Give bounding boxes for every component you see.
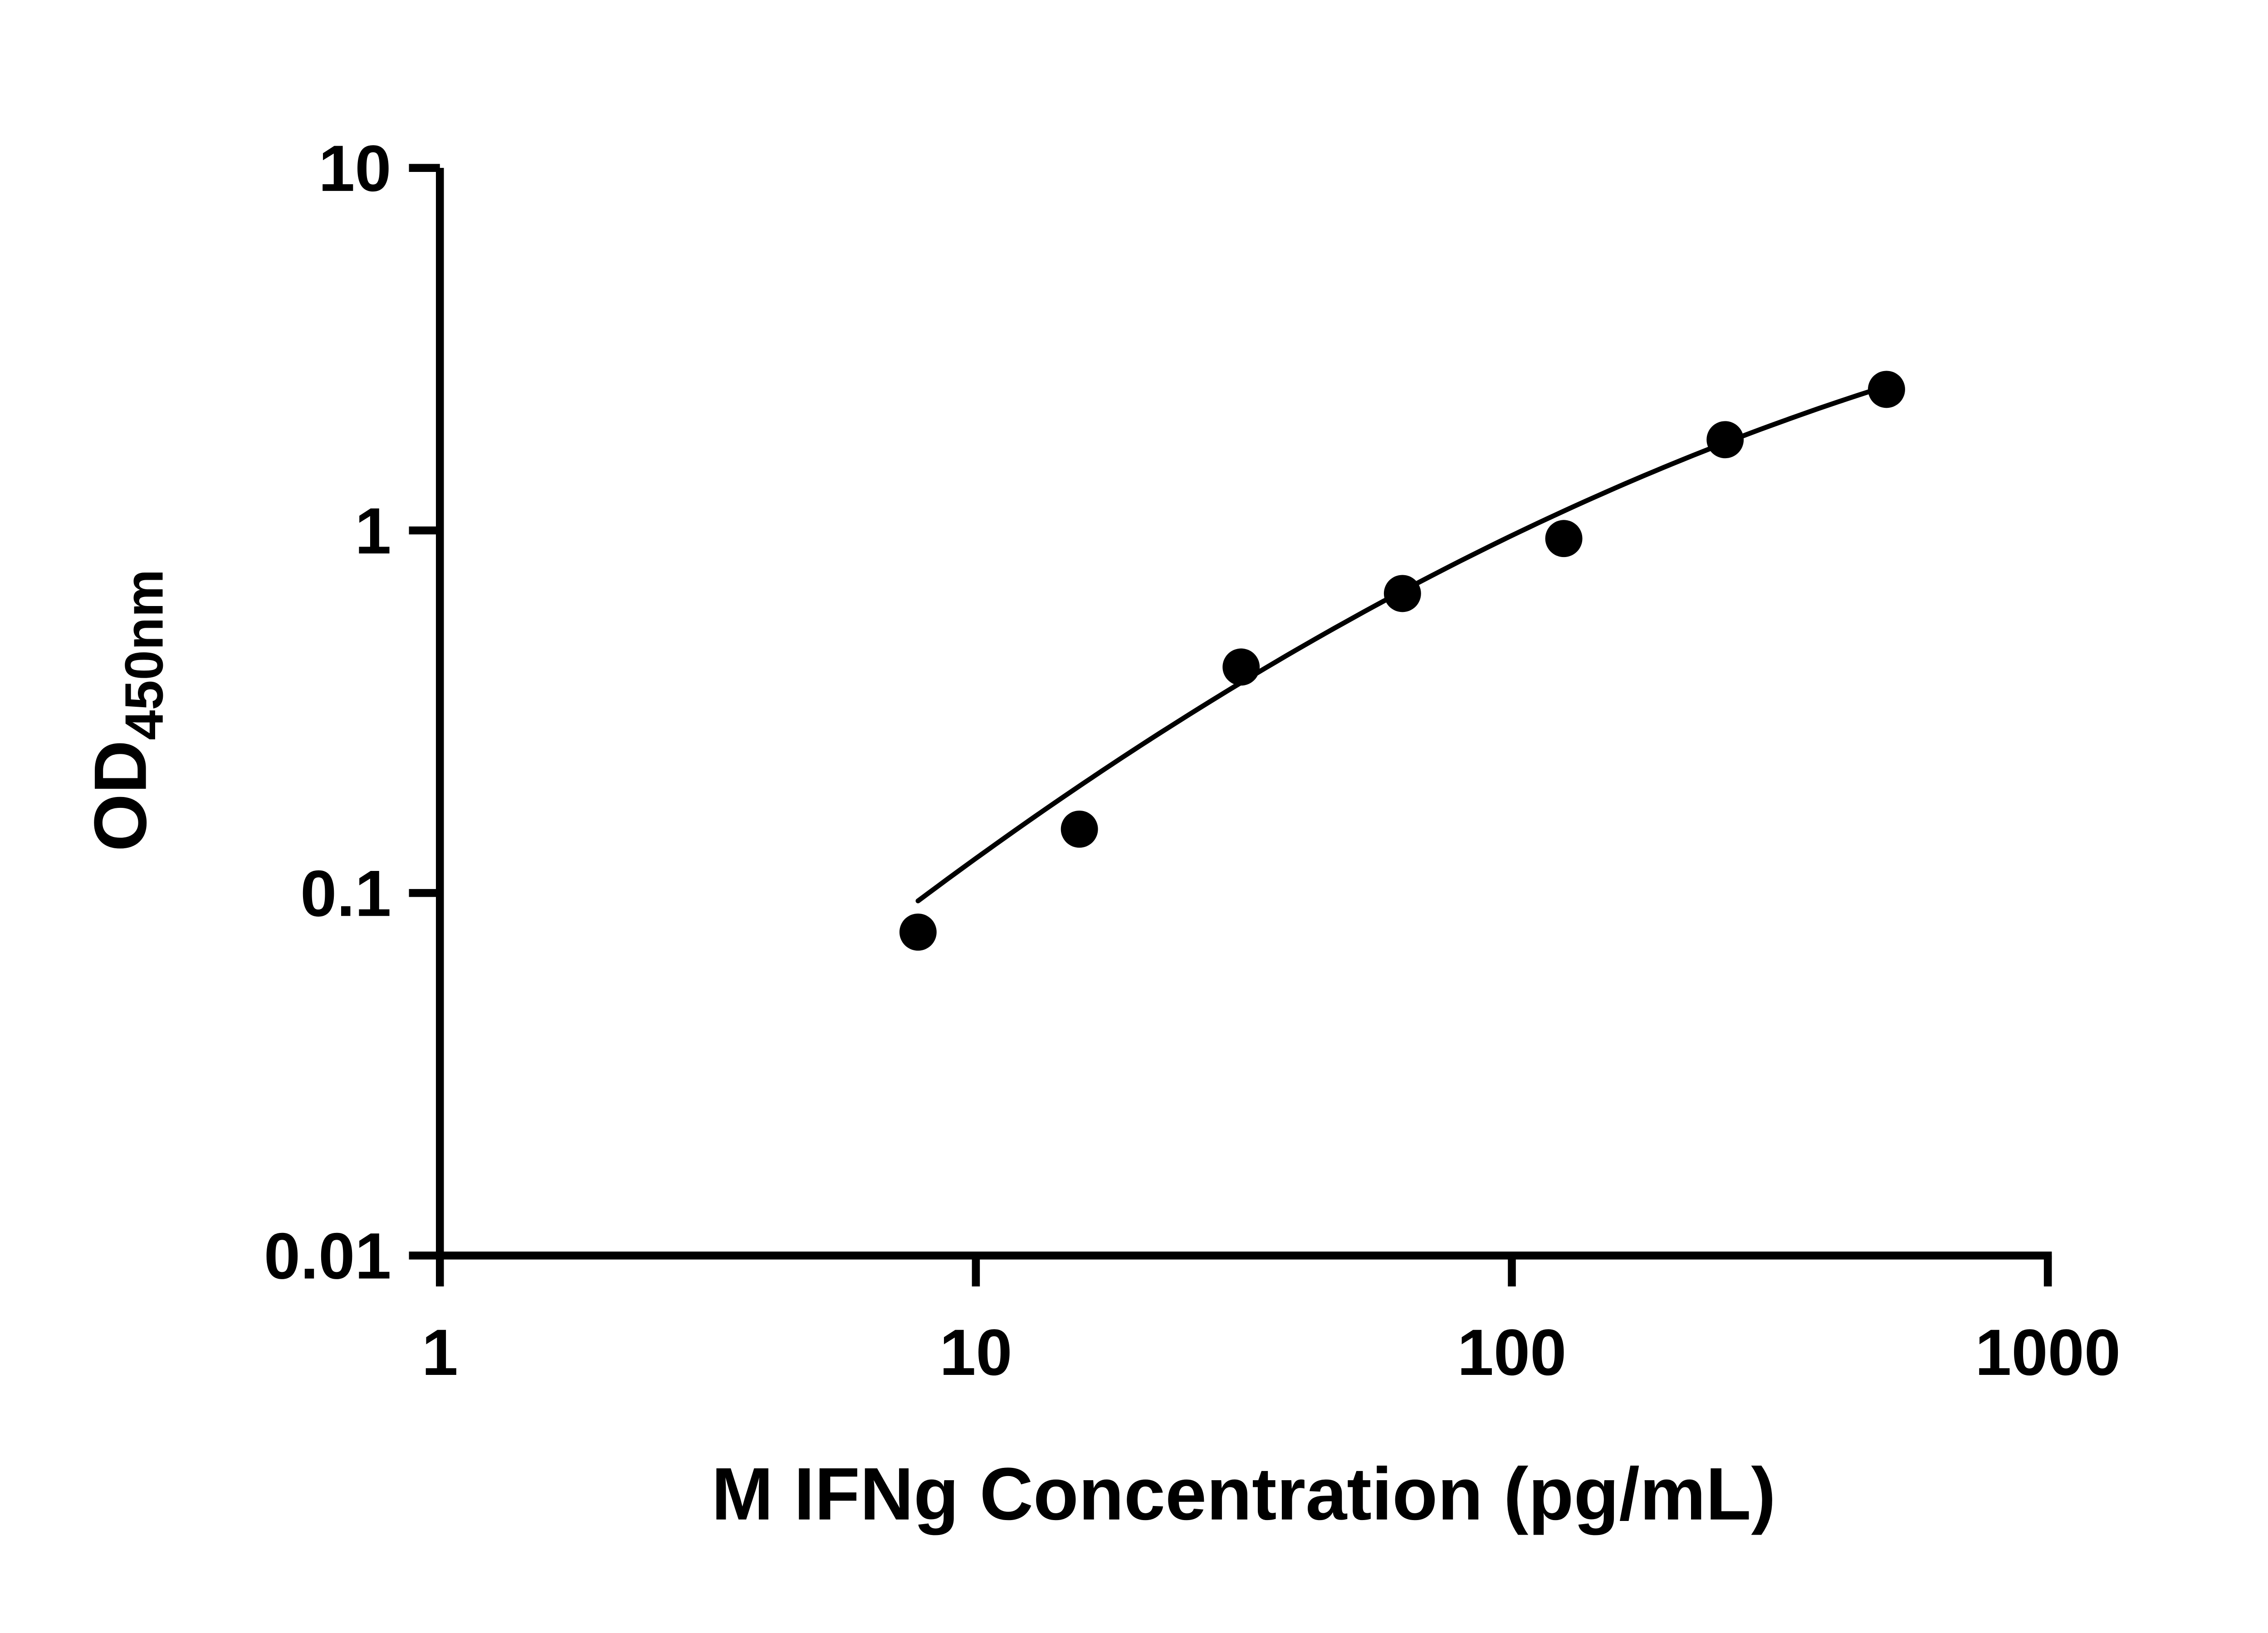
data-point: [1545, 520, 1583, 557]
x-tick-label: 100: [1457, 1315, 1567, 1389]
data-point: [1061, 810, 1098, 848]
data-point: [1706, 421, 1744, 459]
x-axis-title: M IFNg Concentration (pg/mL): [711, 1452, 1776, 1535]
y-axis-title: OD450nm: [79, 569, 175, 851]
x-tick-label: 10: [939, 1315, 1012, 1389]
y-tick-label: 10: [318, 132, 391, 205]
y-tick-label: 1: [355, 494, 391, 567]
data-point: [1222, 648, 1260, 686]
y-axis-title-base: OD: [79, 740, 162, 852]
x-tick-label: 1: [422, 1315, 458, 1389]
y-tick-label: 0.01: [264, 1219, 391, 1293]
x-tick-label: 1000: [1975, 1315, 2121, 1389]
data-point: [899, 913, 937, 951]
y-axis-title-subscript: 450nm: [114, 569, 175, 740]
data-point: [1868, 371, 1905, 408]
data-point: [1383, 575, 1421, 612]
y-tick-label: 0.1: [300, 856, 391, 930]
